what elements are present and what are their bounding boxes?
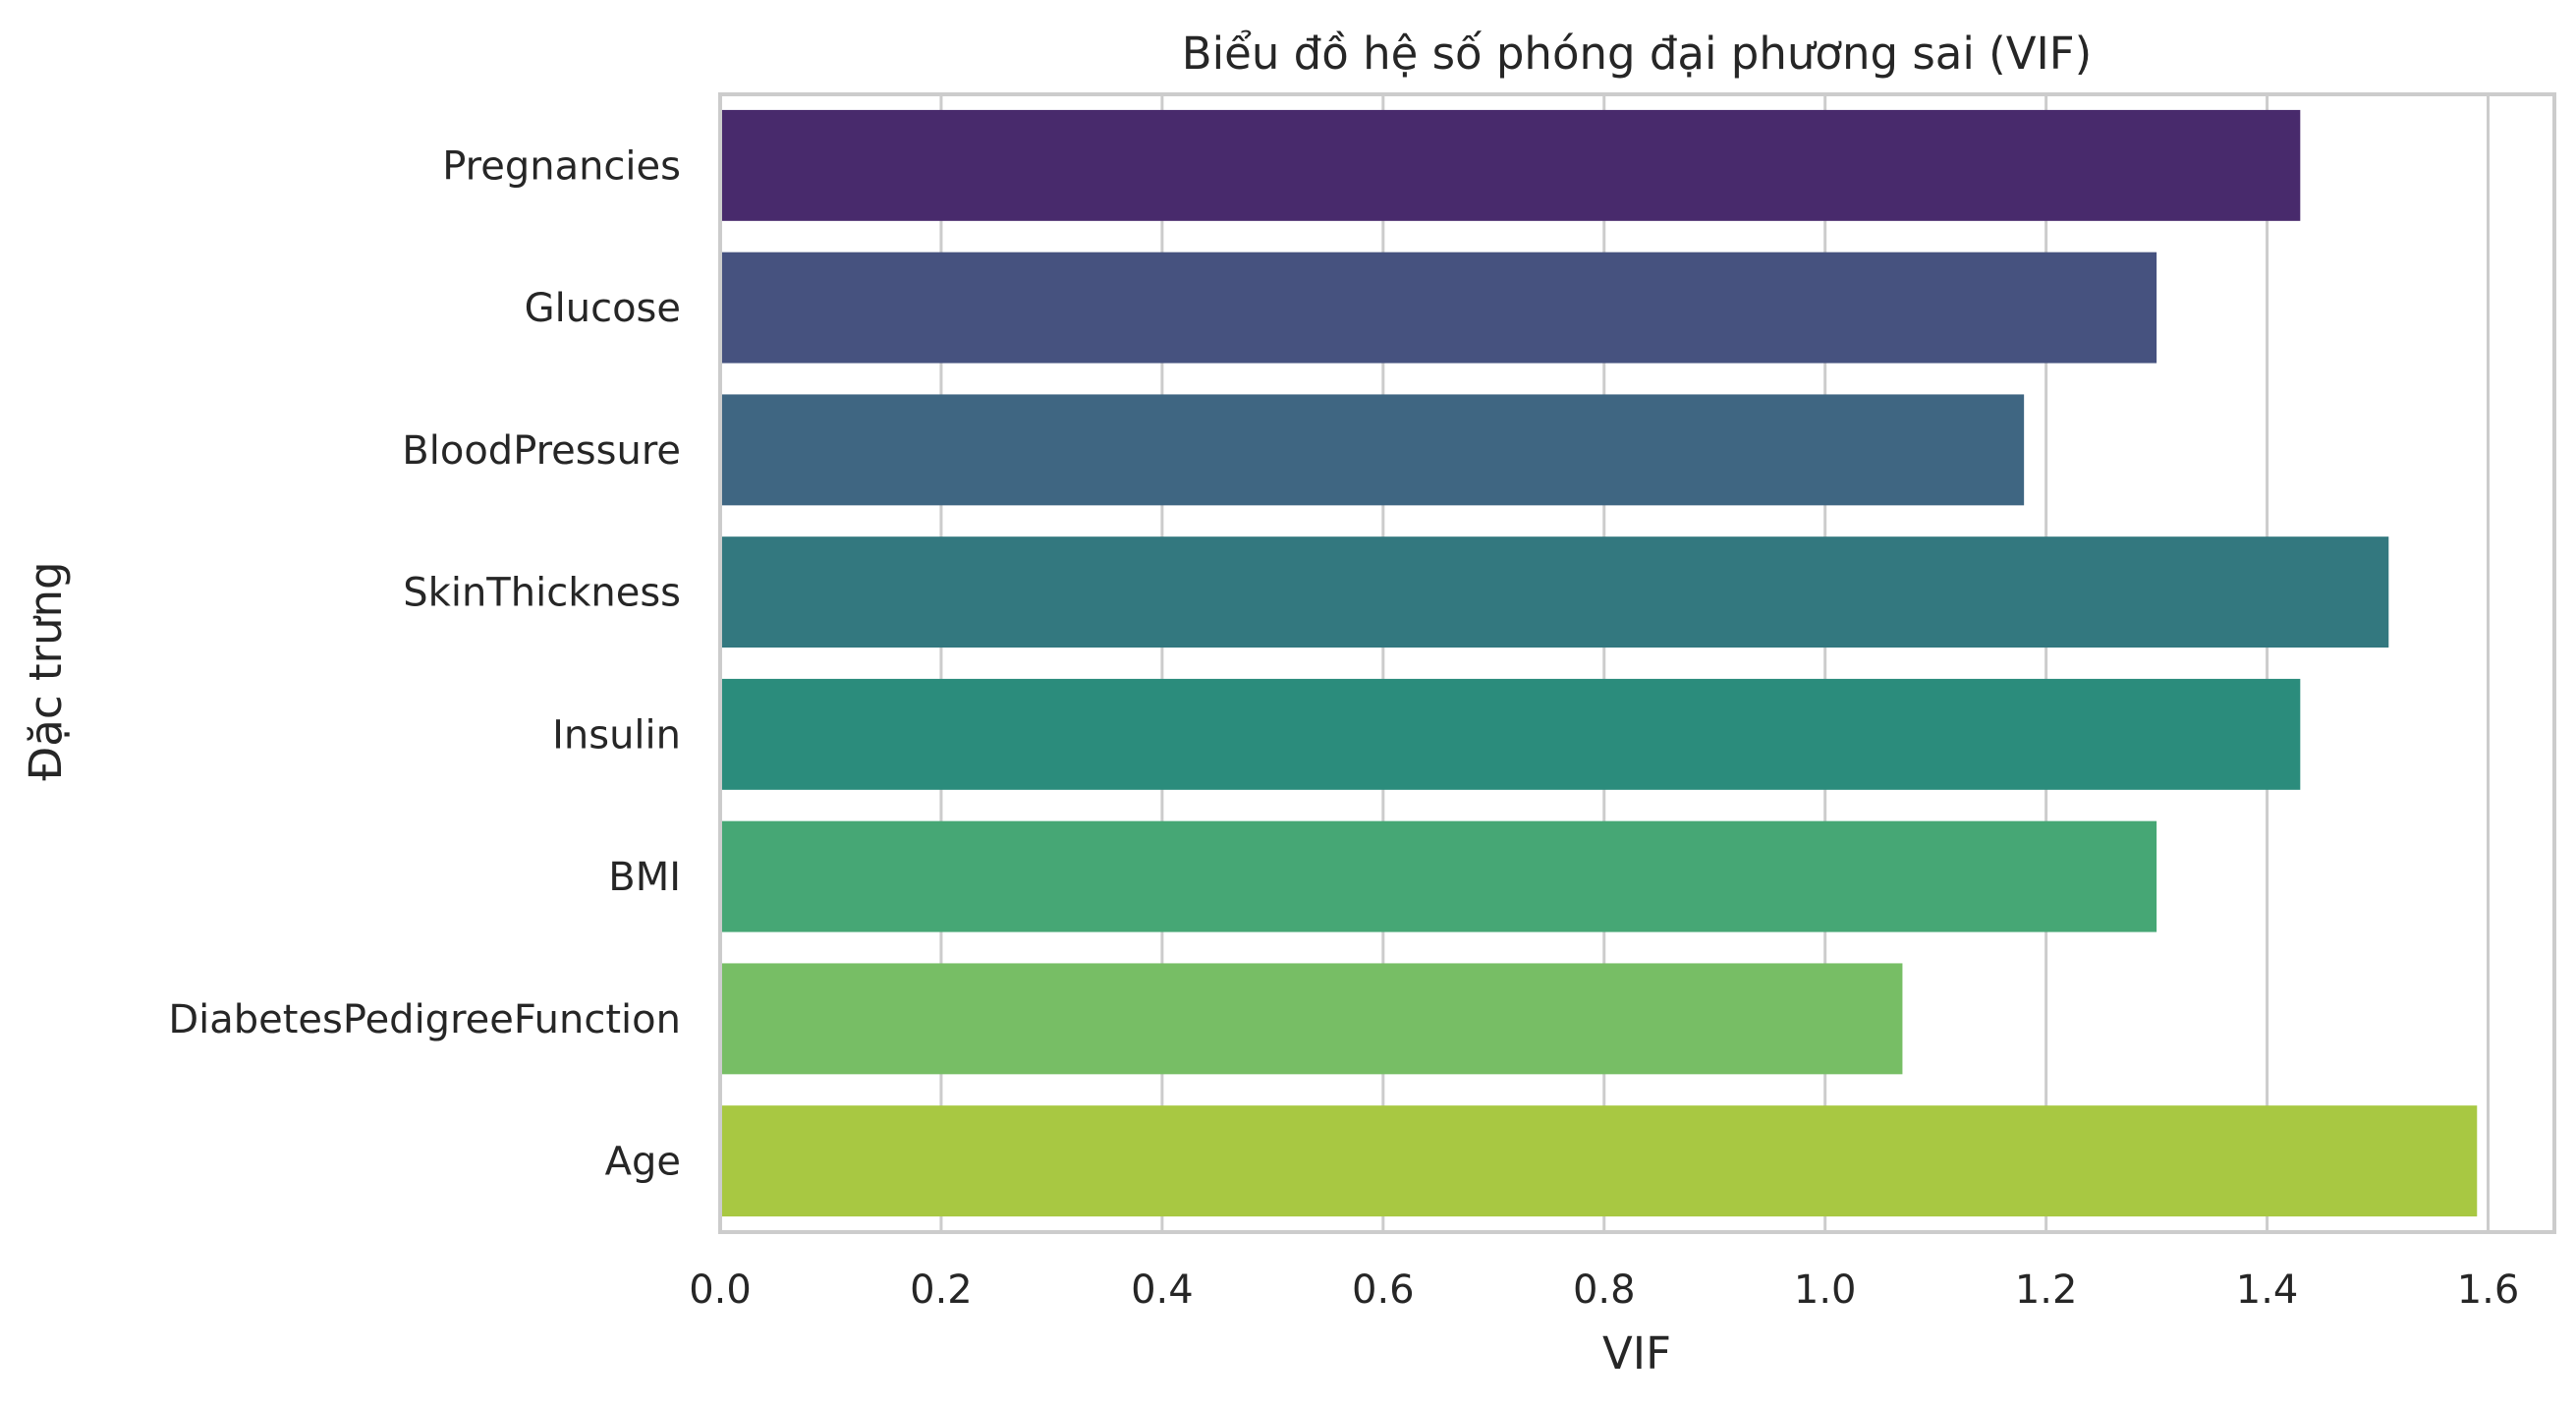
x-tick-label: 1.2 (2015, 1267, 2078, 1313)
y-tick-label-bmi: BMI (608, 855, 681, 900)
plot-frame (718, 92, 2556, 1234)
bar-bmi (720, 820, 2157, 932)
y-axis-label: Đặc trưng (20, 561, 72, 780)
bar-skinthickness (720, 536, 2389, 648)
bar-glucose (720, 252, 2157, 364)
y-tick-labels: Pregnancies Glucose BloodPressure SkinThick… (168, 143, 681, 1184)
bar-insulin (720, 678, 2301, 790)
y-tick-label-diabetespedigreefunction: DiabetesPedigreeFunction (168, 997, 681, 1042)
x-tick-label: 0.4 (1131, 1267, 1194, 1313)
y-tick-label-bloodpressure: BloodPressure (402, 428, 681, 474)
bar-bloodpressure (720, 394, 2025, 506)
bar-age (720, 1105, 2478, 1217)
x-tick-label: 1.6 (2457, 1267, 2520, 1313)
bars (720, 109, 2478, 1217)
y-tick-label-skinthickness: SkinThickness (403, 571, 681, 616)
bar-diabetespedigreefunction (720, 963, 1903, 1075)
chart-title: Biểu đồ hệ số phóng đại phương sai (VIF) (1182, 28, 2092, 80)
x-tick-label: 0.0 (689, 1267, 752, 1313)
y-tick-label-insulin: Insulin (552, 712, 681, 758)
x-axis-label: VIF (1602, 1327, 1671, 1379)
x-tick-label: 0.8 (1573, 1267, 1636, 1313)
bar-pregnancies (720, 109, 2301, 221)
x-tick-label: 0.2 (910, 1267, 973, 1313)
x-tick-label: 1.4 (2236, 1267, 2299, 1313)
y-tick-label-glucose: Glucose (525, 286, 681, 331)
y-tick-label-age: Age (605, 1140, 681, 1185)
x-tick-labels: 0.0 0.2 0.4 0.6 0.8 1.0 1.2 1.4 1.6 (689, 1267, 2519, 1313)
y-tick-label-pregnancies: Pregnancies (442, 143, 681, 189)
x-tick-label: 1.0 (1794, 1267, 1857, 1313)
x-tick-label: 0.6 (1352, 1267, 1415, 1313)
